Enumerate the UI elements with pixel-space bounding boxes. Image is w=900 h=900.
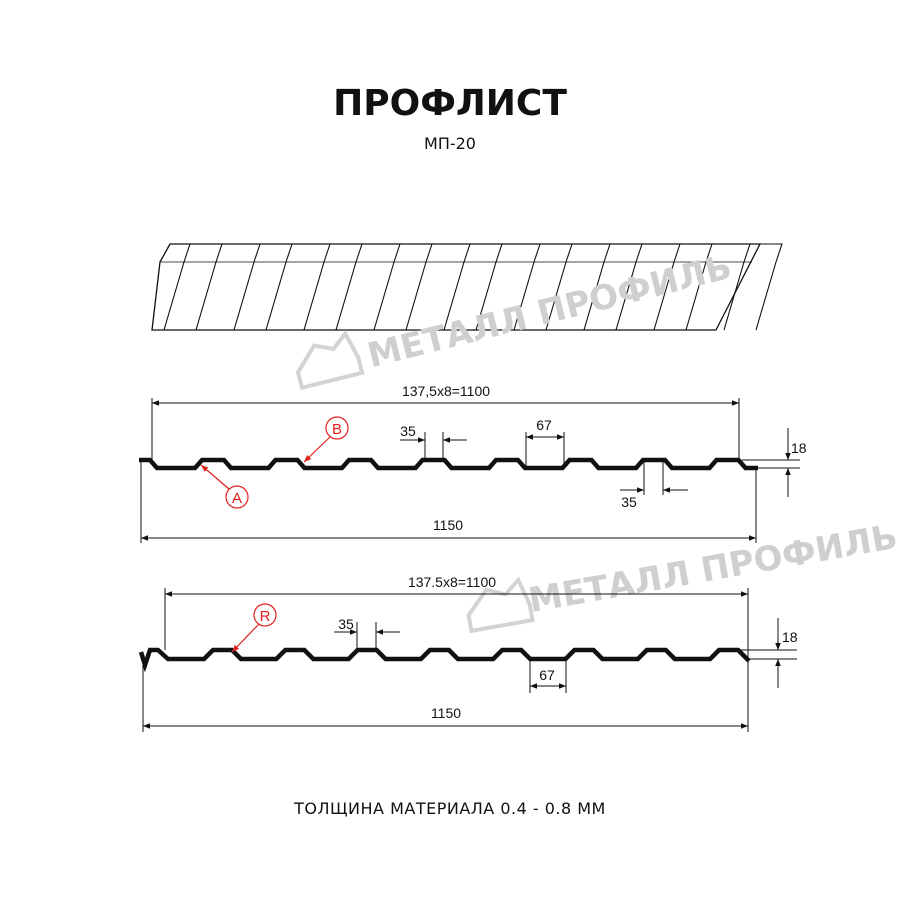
sheet-rib — [303, 243, 363, 331]
dimension-lower-width-label: 35 — [621, 494, 637, 510]
sheet-3d-illustration — [151, 243, 783, 331]
profile-r-drawing: 137.5x8=1100 1150 35 67 18 R — [138, 574, 798, 732]
sheet-rib — [513, 243, 573, 331]
dimension-top-width-label: 35 — [338, 616, 354, 632]
marker-r-circle — [253, 603, 277, 627]
sheet-rib — [373, 243, 433, 331]
marker-b-label: B — [332, 421, 342, 438]
watermark-2: МЕТАЛЛ ПРОФИЛЬ — [466, 517, 900, 634]
sheet-rib — [723, 243, 783, 331]
dimension-height-label: 18 — [782, 629, 798, 645]
marker-b-circle — [325, 416, 349, 440]
dimension-bottom-width-label: 67 — [539, 667, 555, 683]
page-title: ПРОФЛИСТ — [333, 83, 567, 124]
marker-a-label: A — [232, 490, 242, 507]
dimension-pitch-label: 137.5x8=1100 — [408, 574, 496, 590]
marker-b-pointer — [303, 436, 331, 463]
profile-a-section — [139, 457, 758, 471]
dimension-width-label: 1150 — [433, 517, 463, 533]
dimension-bottom-width-label: 67 — [536, 417, 552, 433]
sheet-rib — [653, 243, 713, 331]
material-thickness-note: ТОЛЩИНА МАТЕРИАЛА 0.4 - 0.8 ММ — [293, 799, 606, 818]
marker-r-label: R — [260, 608, 271, 625]
dimension-height-label: 18 — [791, 440, 807, 456]
profile-a-drawing: 137,5x8=1100 1150 35 67 35 18 A B — [139, 383, 807, 543]
dimension-width-label: 1150 — [431, 705, 461, 721]
marker-a-pointer — [200, 464, 230, 490]
sheet-rib — [233, 243, 293, 331]
sheet-rib — [443, 243, 503, 331]
profile-r-section — [138, 647, 751, 673]
sheet-rib — [583, 243, 643, 331]
watermark-text: МЕТАЛЛ ПРОФИЛЬ — [526, 517, 900, 621]
watermark-logo-icon — [295, 330, 365, 391]
marker-r-pointer — [231, 623, 260, 653]
marker-a-circle — [225, 485, 249, 509]
sheet-outline — [151, 243, 762, 331]
sheet-rib — [163, 243, 223, 331]
page-subtitle: МП-20 — [424, 134, 476, 153]
dimension-pitch-label: 137,5x8=1100 — [402, 383, 490, 399]
dimension-top-width-label: 35 — [400, 423, 416, 439]
